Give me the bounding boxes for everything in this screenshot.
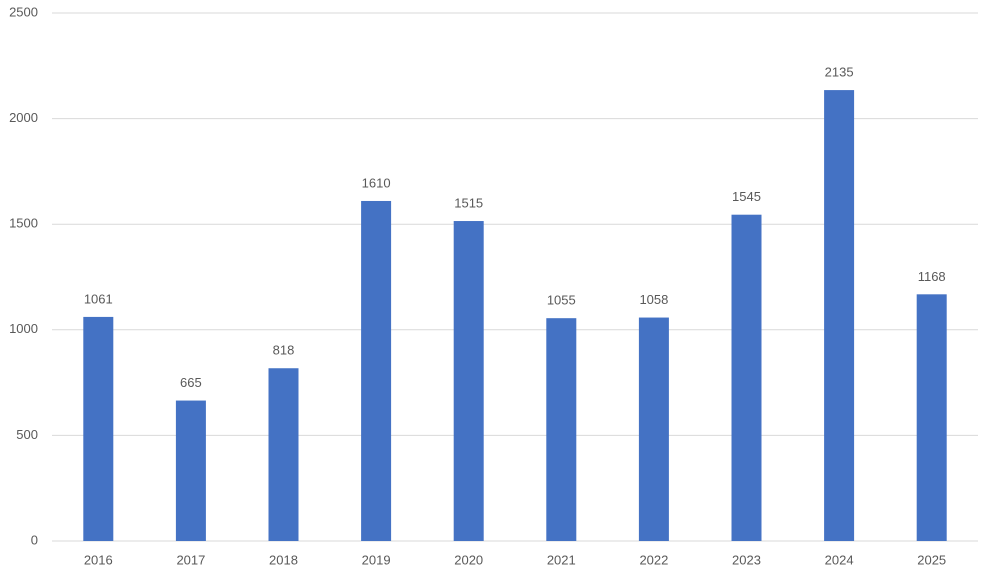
value-label: 1515 (454, 195, 483, 210)
x-tick-label: 2016 (84, 552, 113, 567)
bar (361, 200, 392, 541)
x-tick-label: 2025 (917, 552, 946, 567)
value-label: 665 (180, 375, 202, 390)
value-label: 1058 (639, 292, 668, 307)
x-tick-label: 2017 (176, 552, 205, 567)
y-tick-label: 2500 (9, 4, 38, 19)
x-tick-label: 2024 (825, 552, 854, 567)
bar (731, 214, 762, 542)
bar (453, 221, 484, 542)
y-tick-label: 0 (31, 532, 38, 547)
x-tick-label: 2018 (269, 552, 298, 567)
y-tick-label: 1500 (9, 216, 38, 231)
bar (268, 368, 299, 541)
value-label: 1055 (547, 293, 576, 308)
x-tick-label: 2019 (362, 552, 391, 567)
bar (638, 317, 669, 541)
y-tick-label: 2000 (9, 110, 38, 125)
bar (824, 90, 855, 541)
value-label: 1545 (732, 189, 761, 204)
x-tick-label: 2021 (547, 552, 576, 567)
value-label: 2135 (825, 65, 854, 80)
bar (175, 400, 206, 541)
value-label: 1610 (362, 175, 391, 190)
value-label: 818 (273, 343, 295, 358)
x-tick-label: 2020 (454, 552, 483, 567)
value-label: 1061 (84, 291, 113, 306)
bar (916, 294, 947, 541)
value-label: 1168 (918, 269, 946, 284)
y-tick-label: 500 (16, 427, 38, 442)
x-tick-label: 2023 (732, 552, 761, 567)
x-tick-label: 2022 (639, 552, 668, 567)
y-tick-label: 1000 (9, 321, 38, 336)
bar (546, 318, 577, 541)
bar (83, 316, 114, 541)
